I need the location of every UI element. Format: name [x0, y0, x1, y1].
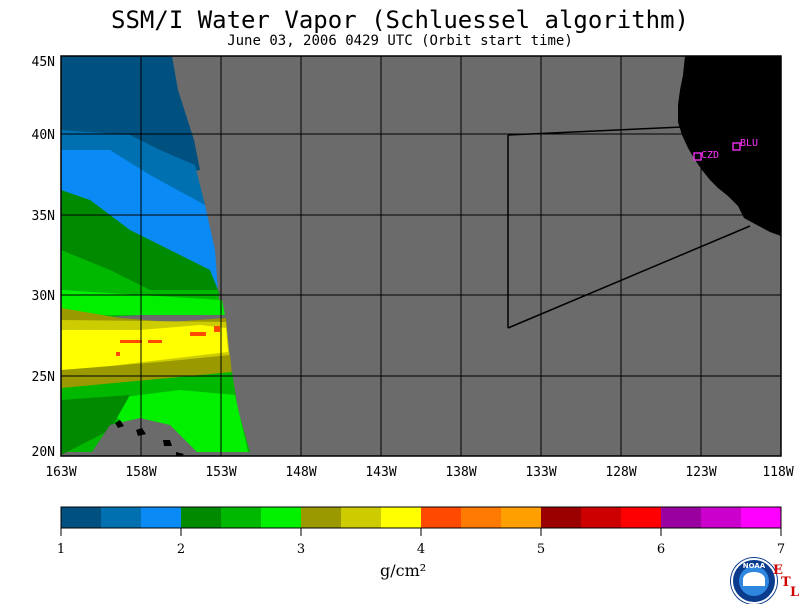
colorbar-swatch: [381, 507, 422, 528]
station-blu-label: BLU: [740, 138, 758, 149]
map-frame: [60, 55, 782, 457]
lon-label-148w: 148W: [285, 465, 316, 480]
swath-hotspot-1: [120, 340, 142, 343]
colorbar-tick-label: 2: [177, 542, 185, 557]
swath-hotspot-2: [148, 340, 162, 343]
colorbar-tick-label: 5: [537, 542, 545, 557]
island-4: [176, 452, 184, 456]
chart-subtitle: June 03, 2006 0429 UTC (Orbit start time…: [227, 33, 573, 49]
noaa-logo: NOAA: [731, 558, 777, 604]
colorbar-swatch: [541, 507, 582, 528]
swath-hotspot-4: [214, 326, 220, 332]
orbit-edge-bottom: [507, 225, 751, 329]
colorbar-swatch: [341, 507, 382, 528]
colorbar-swatch: [501, 507, 542, 528]
lon-label-138w: 138W: [445, 465, 476, 480]
swath-band-lower-bright-green: [100, 390, 248, 452]
lon-label-118w: 118W: [762, 465, 793, 480]
island-1: [115, 420, 124, 428]
colorbar-swatch: [741, 507, 782, 528]
colorbar-swatch: [421, 507, 462, 528]
colorbar-ticks: 1 2 3 4 5 6 7: [57, 528, 785, 557]
station-markers: CZD BLU: [693, 138, 758, 161]
lon-label-128w: 128W: [605, 465, 636, 480]
colorbar-tick-label: 7: [777, 542, 785, 557]
swath-band-yellow: [61, 325, 228, 372]
colorbar-swatch: [221, 507, 262, 528]
lat-labels: 45N 40N 35N 30N 25N 20N: [32, 55, 55, 460]
lon-label-143w: 143W: [365, 465, 396, 480]
lat-label-20n: 20N: [32, 445, 55, 460]
chart-title: SSM/I Water Vapor (Schluessel algorithm): [111, 6, 689, 34]
colorbar-swatch: [661, 507, 702, 528]
land-california: [678, 56, 781, 236]
etl-letter-l: L: [790, 585, 800, 600]
station-blu-marker: [732, 142, 741, 151]
lon-label-153w: 153W: [205, 465, 236, 480]
noaa-logo-text: NOAA: [742, 562, 766, 570]
colorbar-swatch: [101, 507, 142, 528]
lat-label-25n: 25N: [32, 370, 55, 385]
lon-label-123w: 123W: [685, 465, 716, 480]
colorbar-tick-label: 3: [297, 542, 305, 557]
colorbar-swatch: [461, 507, 502, 528]
map-grid: [61, 56, 781, 456]
colorbar-swatch: [61, 507, 102, 528]
noaa-bird-icon: [743, 572, 765, 586]
colorbar-tick-label: 1: [57, 542, 65, 557]
swath-band-bright-green: [61, 290, 225, 315]
colorbar-swatch: [581, 507, 622, 528]
swath-hotspot-3: [190, 332, 206, 336]
etl-letter-t: T: [781, 575, 791, 590]
lon-label-158w: 158W: [125, 465, 156, 480]
lat-label-35n: 35N: [32, 209, 55, 224]
colorbar: [60, 506, 782, 529]
island-3: [163, 440, 172, 446]
colorbar-swatch: [701, 507, 742, 528]
lat-label-30n: 30N: [32, 289, 55, 304]
colorbar-unit: g/cm²: [380, 561, 427, 580]
colorbar-tick-label: 6: [657, 542, 665, 557]
swath-band-lower-olive: [61, 355, 232, 390]
lat-label-45n: 45N: [32, 55, 55, 70]
station-czd-label: CZD: [701, 150, 719, 161]
colorbar-swatch: [141, 507, 182, 528]
swath-hotspot-5: [116, 352, 120, 356]
colorbar-tick-label: 4: [417, 542, 425, 557]
colorbar-swatch: [621, 507, 662, 528]
swath-nodata-gap: [90, 418, 200, 455]
lon-label-163w: 163W: [45, 465, 76, 480]
colorbar-swatch: [181, 507, 222, 528]
lon-label-133w: 133W: [525, 465, 556, 480]
etl-letter-e: E: [773, 563, 783, 578]
lat-label-40n: 40N: [32, 128, 55, 143]
colorbar-swatch: [261, 507, 302, 528]
colorbar-swatch: [301, 507, 342, 528]
swath-band-bottom-dark-green: [61, 395, 130, 455]
station-czd-marker: [693, 152, 702, 161]
lon-labels: 163W 158W 153W 148W 143W 138W 133W 128W …: [45, 465, 793, 480]
